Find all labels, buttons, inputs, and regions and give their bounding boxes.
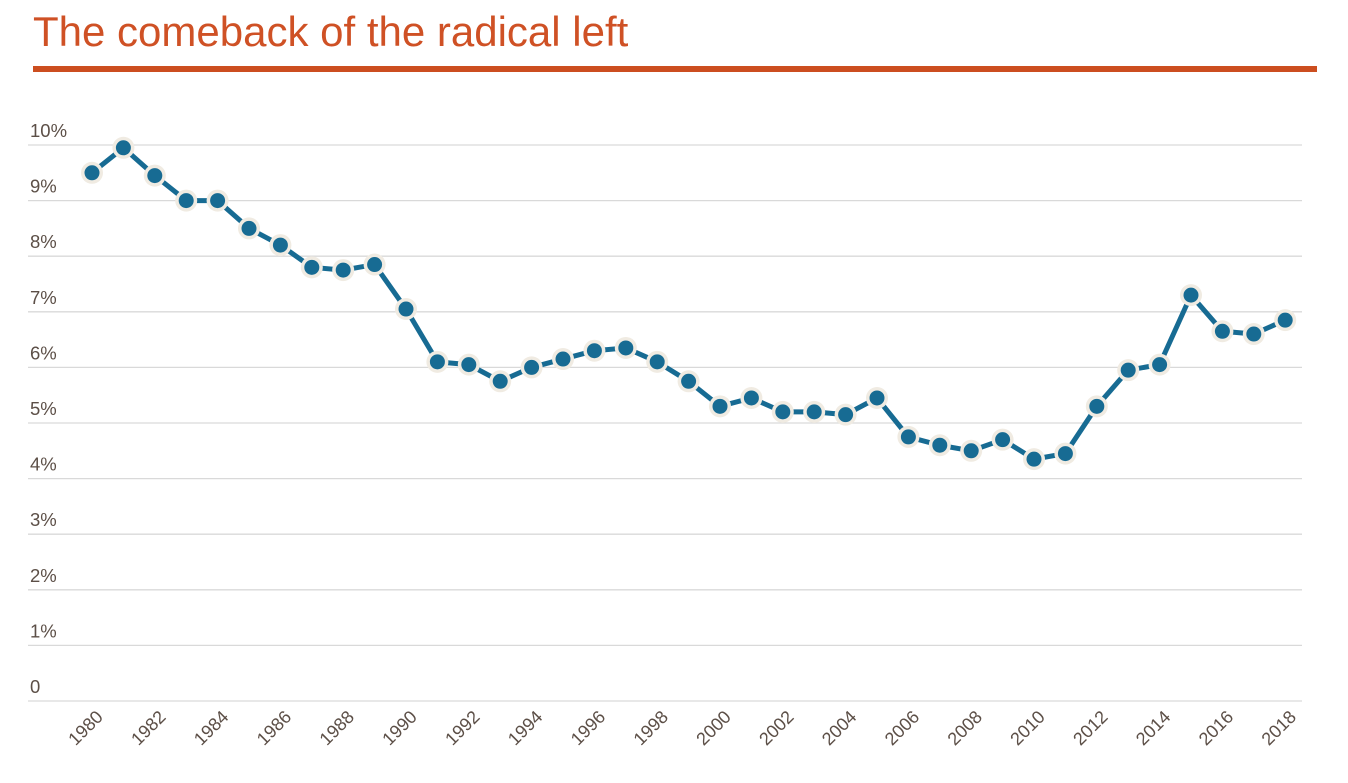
data-point	[304, 259, 320, 275]
data-point	[806, 404, 822, 420]
data-point	[1183, 287, 1199, 303]
x-axis-tick-label: 1990	[378, 707, 420, 749]
data-point	[586, 343, 602, 359]
data-point	[712, 398, 728, 414]
y-axis-tick-label: 7%	[30, 287, 57, 308]
y-axis-tick-label: 0	[30, 676, 40, 697]
data-point	[241, 220, 257, 236]
gridlines	[28, 144, 1302, 702]
data-point	[115, 140, 131, 156]
data-point	[367, 257, 383, 273]
data-point	[932, 437, 948, 453]
x-axis-tick-label: 2006	[881, 707, 923, 749]
y-axis-tick-label: 1%	[30, 620, 57, 641]
data-point	[775, 404, 791, 420]
data-point	[335, 262, 351, 278]
y-axis-tick-label: 5%	[30, 398, 57, 419]
y-axis-tick-label: 6%	[30, 342, 57, 363]
data-point	[555, 351, 571, 367]
data-point	[995, 432, 1011, 448]
data-point	[429, 354, 445, 370]
data-point	[272, 237, 288, 253]
data-point	[1214, 323, 1230, 339]
data-point	[84, 165, 100, 181]
data-point	[838, 407, 854, 423]
data-point	[869, 390, 885, 406]
x-axis-tick-label: 1992	[441, 707, 483, 749]
data-point	[1057, 446, 1073, 462]
data-point	[1246, 326, 1262, 342]
y-axis-tick-label: 3%	[30, 509, 57, 530]
x-axis-tick-label: 2002	[755, 707, 797, 749]
data-point	[963, 443, 979, 459]
series-line	[89, 145, 1288, 462]
data-point	[147, 168, 163, 184]
data-point	[1277, 312, 1293, 328]
x-axis-tick-label: 1984	[190, 707, 232, 749]
x-axis-tick-label: 2016	[1195, 707, 1237, 749]
data-point	[398, 301, 414, 317]
data-point	[178, 193, 194, 209]
x-axis-labels: 1980 1982 1984 1986 1988 1990 1992 1994 1996 1998…	[64, 707, 1300, 749]
data-point	[1089, 398, 1105, 414]
y-axis-tick-label: 4%	[30, 454, 57, 475]
y-axis-tick-label: 8%	[30, 231, 57, 252]
data-line	[89, 145, 1288, 462]
x-axis-tick-label: 1982	[127, 707, 169, 749]
data-point	[618, 340, 634, 356]
x-axis-tick-label: 1988	[316, 707, 358, 749]
data-point	[461, 357, 477, 373]
x-axis-tick-label: 2000	[692, 707, 734, 749]
data-point	[524, 359, 540, 375]
data-point	[210, 193, 226, 209]
x-axis-tick-label: 1996	[567, 707, 609, 749]
x-axis-tick-label: 1986	[253, 707, 295, 749]
data-point	[649, 354, 665, 370]
data-point-halos	[81, 136, 1297, 471]
x-axis-tick-label: 2018	[1258, 707, 1300, 749]
y-axis-tick-label: 10%	[30, 120, 67, 141]
x-axis-tick-label: 2010	[1006, 707, 1048, 749]
data-point	[1120, 362, 1136, 378]
x-axis-tick-label: 1994	[504, 707, 546, 749]
x-axis-tick-label: 2012	[1069, 707, 1111, 749]
x-axis-tick-label: 2008	[944, 707, 986, 749]
y-axis-tick-label: 9%	[30, 176, 57, 197]
data-point	[900, 429, 916, 445]
x-axis-tick-label: 2014	[1132, 707, 1174, 749]
y-axis-tick-label: 2%	[30, 565, 57, 586]
data-points	[84, 140, 1293, 467]
data-point	[743, 390, 759, 406]
data-point	[1026, 451, 1042, 467]
y-axis-labels: 0 1% 2% 3% 4% 5% 6% 7% 8% 9% 10%	[30, 120, 67, 697]
page-title: The comeback of the radical left	[33, 8, 629, 55]
data-point	[1152, 357, 1168, 373]
data-point	[492, 373, 508, 389]
x-axis-tick-label: 1980	[64, 707, 106, 749]
x-axis-tick-label: 1998	[630, 707, 672, 749]
title-underline	[33, 66, 1317, 72]
data-point	[681, 373, 697, 389]
x-axis-tick-label: 2004	[818, 707, 860, 749]
